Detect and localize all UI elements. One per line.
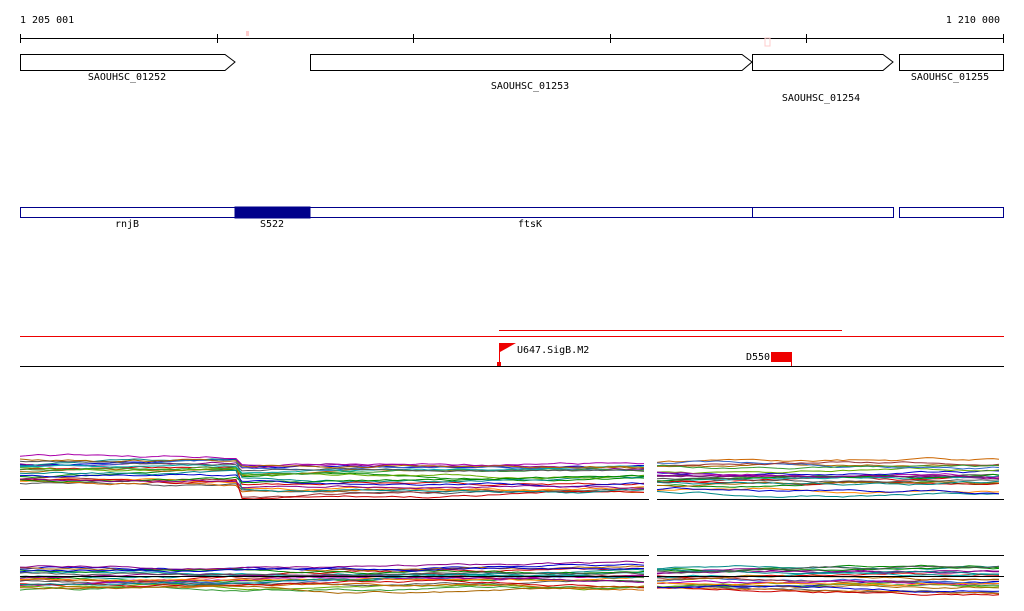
- transcript-label: ftsK: [518, 219, 542, 230]
- feature-label: U647.SigB.M2: [517, 345, 589, 356]
- trace: [656, 572, 1000, 578]
- trace: [656, 477, 1000, 483]
- trace: [19, 469, 645, 494]
- trace: [19, 579, 645, 589]
- trace: [19, 571, 645, 577]
- trace: [656, 461, 1000, 467]
- trace: [656, 565, 1000, 574]
- trace: [656, 581, 1000, 587]
- ruler-start: 1 205 001: [20, 15, 74, 26]
- trace: [656, 460, 1000, 470]
- trace: [20, 467, 645, 480]
- trace: [656, 491, 999, 498]
- feature-label: D550: [746, 352, 770, 363]
- trace: [19, 478, 644, 490]
- trace: [19, 453, 645, 467]
- ruler-end: 1 210 000: [946, 15, 1000, 26]
- trace: [656, 457, 1000, 463]
- trace: [656, 584, 1000, 593]
- trace: [656, 467, 1000, 475]
- trace: [20, 563, 645, 571]
- trace: [656, 480, 1000, 486]
- transcripts: [20, 206, 1004, 219]
- gene-arrows: [20, 54, 1004, 71]
- trace: [656, 568, 999, 574]
- trace: [20, 584, 645, 594]
- gene-label: SAOUHSC_01253: [491, 81, 569, 92]
- trace: [656, 481, 1000, 487]
- trace: [656, 586, 1000, 596]
- panel-lines: [20, 499, 1004, 577]
- trace: [19, 478, 645, 500]
- trace: [656, 462, 1000, 468]
- trace: [656, 474, 1000, 480]
- features: [20, 330, 1004, 367]
- trace: [656, 586, 1000, 595]
- trace: [656, 486, 1000, 495]
- trace: [19, 458, 645, 469]
- trace: [656, 464, 1000, 470]
- gene-label: SAOUHSC_01255: [911, 72, 989, 83]
- gene-label: SAOUHSC_01252: [88, 72, 166, 83]
- trace: [20, 573, 645, 586]
- trace: [19, 473, 645, 488]
- trace: [656, 473, 1000, 482]
- gene-label: SAOUHSC_01254: [782, 93, 860, 104]
- trace: [19, 460, 645, 473]
- trace: [19, 464, 645, 474]
- ruler: [20, 34, 1004, 43]
- trace: [656, 568, 999, 576]
- transcript-label: rnjB: [115, 219, 139, 230]
- ruler-markers: [246, 31, 771, 47]
- transcript-label: S522: [260, 219, 284, 230]
- trace: [19, 566, 645, 573]
